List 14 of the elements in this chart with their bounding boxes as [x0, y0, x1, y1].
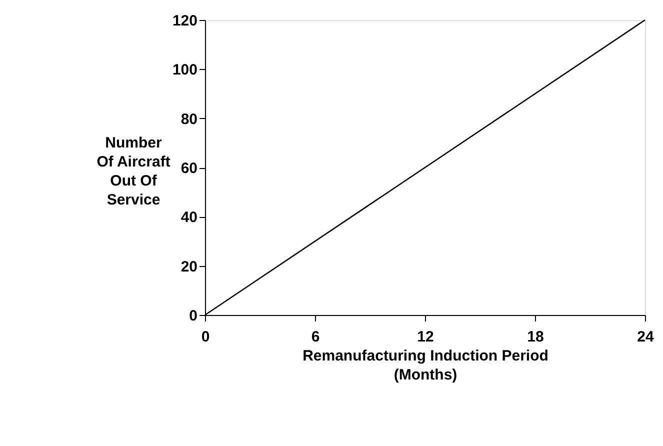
y-tick-label: 60: [180, 160, 198, 177]
x-tick-label: 24: [637, 328, 654, 346]
x-tick-label: 18: [527, 328, 544, 346]
y-tick-label: 80: [180, 110, 198, 128]
y-tick-label: 100: [172, 62, 198, 79]
y-tick-label: 0: [189, 308, 198, 324]
y-axis-title: Number Of Aircraft Out Of Service: [96, 134, 170, 208]
x-tick-label: 12: [417, 328, 434, 346]
x-tick-label: 6: [311, 328, 320, 346]
y-tick-label: 40: [180, 209, 198, 226]
x-tick-label: 0: [201, 328, 210, 346]
y-tick-label: 120: [172, 12, 198, 30]
y-tick-label: 20: [180, 258, 198, 276]
x-axis-title: Remanufacturing Induction Period (Months): [302, 348, 548, 384]
